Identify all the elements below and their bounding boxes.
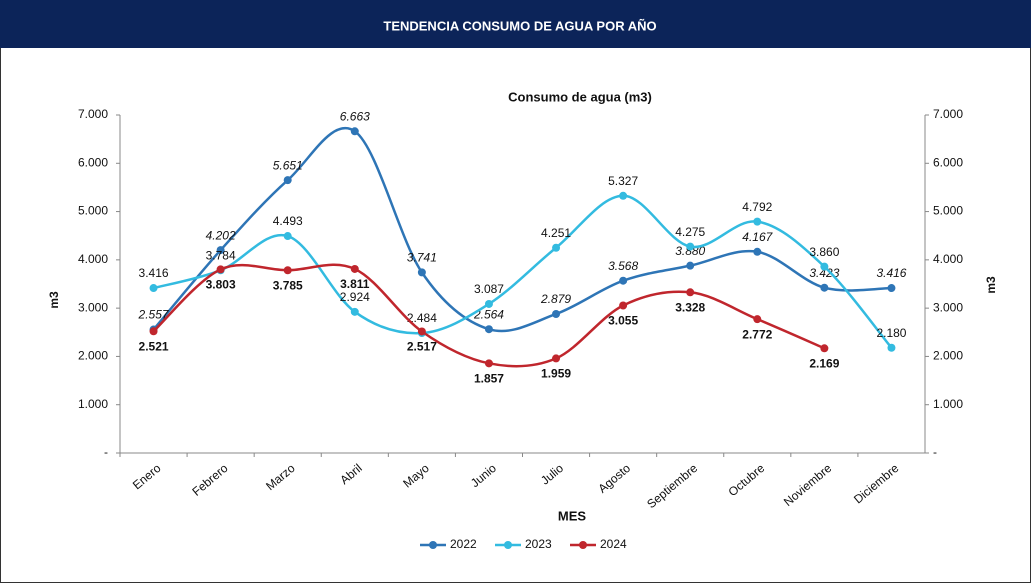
data-point bbox=[753, 247, 762, 256]
y2-tick-label: 4.000 bbox=[933, 252, 963, 266]
y2-tick-label: 3.000 bbox=[933, 300, 963, 314]
chart-title: Consumo de agua (m3) bbox=[508, 89, 652, 104]
data-label: 3.416 bbox=[876, 266, 906, 280]
y2-tick-label: 6.000 bbox=[933, 155, 963, 169]
data-point bbox=[484, 325, 493, 334]
data-point bbox=[149, 327, 158, 336]
data-label: 3.416 bbox=[139, 266, 169, 280]
data-point bbox=[350, 264, 359, 273]
data-point bbox=[820, 283, 829, 292]
data-label: 1.959 bbox=[541, 367, 571, 381]
data-point bbox=[619, 191, 628, 200]
data-point bbox=[350, 307, 359, 316]
y-tick-label: 5.000 bbox=[78, 204, 108, 218]
data-point bbox=[552, 309, 561, 318]
y-tick-label: - bbox=[104, 445, 108, 459]
header-bar bbox=[0, 0, 1031, 48]
legend-label: 2022 bbox=[450, 537, 477, 551]
data-label: 3.785 bbox=[273, 278, 303, 292]
y-tick-label: 1.000 bbox=[78, 397, 108, 411]
data-point bbox=[753, 217, 762, 226]
data-label: 5.327 bbox=[608, 174, 638, 188]
data-label: 4.251 bbox=[541, 226, 571, 240]
data-point bbox=[216, 265, 225, 274]
data-point bbox=[619, 276, 628, 285]
y2-axis-title: m3 bbox=[984, 276, 998, 294]
data-point bbox=[216, 246, 225, 255]
data-point bbox=[619, 301, 628, 310]
data-label: 2.772 bbox=[742, 327, 772, 341]
data-point bbox=[753, 315, 762, 324]
data-label: 3.811 bbox=[340, 277, 370, 291]
data-label: 4.275 bbox=[675, 225, 705, 239]
data-label: 3.423 bbox=[809, 266, 839, 280]
y2-tick-label: 2.000 bbox=[933, 349, 963, 363]
data-label: 3.741 bbox=[407, 251, 437, 265]
data-point bbox=[686, 261, 695, 270]
data-label: 5.651 bbox=[273, 158, 303, 172]
data-label: 1.857 bbox=[474, 372, 504, 386]
y2-tick-label: - bbox=[933, 445, 937, 459]
y-tick-label: 3.000 bbox=[78, 300, 108, 314]
data-label: 6.663 bbox=[340, 109, 370, 123]
y2-tick-label: 5.000 bbox=[933, 204, 963, 218]
data-label: 4.202 bbox=[206, 228, 236, 242]
data-point bbox=[283, 232, 292, 241]
data-label: 2.924 bbox=[340, 290, 370, 304]
data-label: 3.860 bbox=[809, 245, 839, 259]
data-label: 3.568 bbox=[608, 259, 638, 273]
data-point bbox=[552, 354, 561, 363]
data-label: 2.879 bbox=[540, 292, 571, 306]
legend-label: 2023 bbox=[525, 537, 552, 551]
legend-label: 2024 bbox=[600, 537, 627, 551]
y-tick-label: 7.000 bbox=[78, 107, 108, 121]
data-point bbox=[820, 262, 829, 271]
legend-marker bbox=[504, 541, 512, 549]
data-point bbox=[887, 343, 896, 352]
data-label: 2.180 bbox=[876, 326, 906, 340]
data-point bbox=[350, 127, 359, 136]
data-label: 3.087 bbox=[474, 282, 504, 296]
data-point bbox=[283, 266, 292, 275]
data-label: 3.055 bbox=[608, 314, 638, 328]
data-point bbox=[887, 284, 896, 293]
y2-tick-label: 1.000 bbox=[933, 397, 963, 411]
x-axis-title: MES bbox=[558, 508, 587, 523]
y-tick-label: 6.000 bbox=[78, 155, 108, 169]
data-label: 2.521 bbox=[139, 339, 169, 353]
y-tick-label: 4.000 bbox=[78, 252, 108, 266]
data-point bbox=[820, 344, 829, 353]
header-title: TENDENCIA CONSUMO DE AGUA POR AÑO bbox=[383, 18, 656, 33]
data-label: 3.803 bbox=[206, 278, 236, 292]
data-label: 3.328 bbox=[675, 300, 705, 314]
data-point bbox=[686, 242, 695, 251]
data-label: 4.792 bbox=[742, 200, 772, 214]
data-point bbox=[417, 327, 426, 336]
data-label: 4.493 bbox=[273, 214, 303, 228]
data-label: 2.169 bbox=[809, 356, 839, 370]
data-label: 3.784 bbox=[206, 248, 236, 262]
data-label: 2.557 bbox=[138, 308, 170, 322]
data-point bbox=[552, 243, 561, 252]
data-label: 2.517 bbox=[407, 340, 437, 354]
data-point bbox=[686, 288, 695, 297]
data-point bbox=[149, 284, 158, 293]
legend-marker bbox=[429, 541, 437, 549]
y-tick-label: 2.000 bbox=[78, 349, 108, 363]
data-point bbox=[417, 268, 426, 277]
legend-marker bbox=[579, 541, 587, 549]
data-point bbox=[484, 299, 493, 308]
data-label: 2.564 bbox=[473, 307, 504, 321]
y-axis-title: m3 bbox=[47, 291, 61, 309]
data-label: 2.484 bbox=[407, 311, 437, 325]
data-point bbox=[484, 359, 493, 368]
y2-tick-label: 7.000 bbox=[933, 107, 963, 121]
data-label: 4.167 bbox=[742, 230, 773, 244]
data-point bbox=[283, 176, 292, 185]
